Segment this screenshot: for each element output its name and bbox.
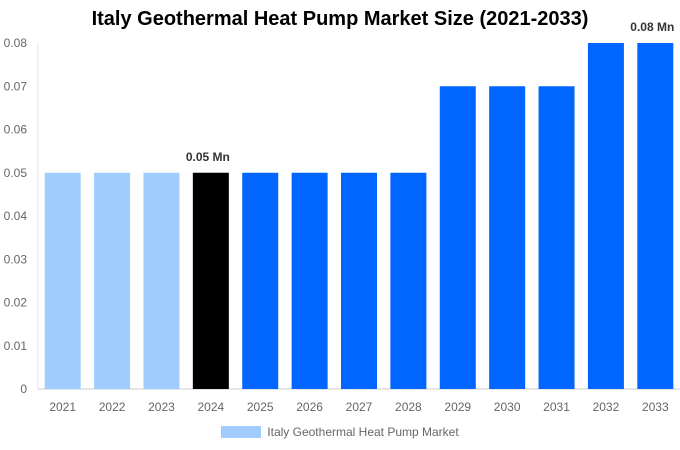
bar-2033 — [637, 43, 674, 389]
y-tick-label: 0.03 — [4, 252, 28, 266]
x-tick-label: 2026 — [296, 400, 323, 414]
bar-2031 — [538, 86, 575, 389]
x-tick-label: 2031 — [543, 400, 570, 414]
data-label: 0.05 Mn — [186, 150, 230, 164]
bar-2029 — [439, 86, 476, 389]
bar-2027 — [341, 172, 377, 389]
x-tick-label: 2033 — [642, 400, 669, 414]
data-label: 0.08 Mn — [630, 20, 674, 34]
y-tick-label: 0.06 — [4, 123, 28, 137]
x-tick-label: 2027 — [346, 400, 373, 414]
legend-swatch — [221, 426, 262, 438]
bar-2023 — [143, 172, 180, 389]
y-tick-label: 0 — [20, 382, 27, 396]
bar-2032 — [587, 43, 624, 389]
chart-title: Italy Geothermal Heat Pump Market Size (… — [91, 8, 589, 30]
y-tick-label: 0.04 — [4, 209, 28, 223]
x-tick-label: 2022 — [99, 400, 126, 414]
x-tick-label: 2029 — [444, 400, 471, 414]
bar-2030 — [489, 86, 526, 389]
x-tick-label: 2025 — [247, 400, 274, 414]
x-tick-label: 2023 — [148, 400, 175, 414]
x-tick-label: 2028 — [395, 400, 422, 414]
bar-2028 — [390, 172, 427, 389]
y-tick-label: 0.07 — [4, 79, 28, 93]
legend-label: Italy Geothermal Heat Pump Market — [267, 425, 459, 439]
x-tick-label: 2021 — [49, 400, 76, 414]
bar-2024 — [192, 172, 229, 389]
bar-2025 — [242, 172, 279, 389]
y-tick-label: 0.02 — [4, 296, 28, 310]
x-tick-label: 2030 — [494, 400, 521, 414]
x-tick-label: 2032 — [593, 400, 620, 414]
x-tick-label: 2024 — [197, 400, 224, 414]
y-tick-label: 0.08 — [4, 36, 28, 50]
y-tick-label: 0.05 — [4, 166, 28, 180]
bar-2022 — [94, 172, 131, 389]
bar-2026 — [291, 172, 328, 389]
legend[interactable]: Italy Geothermal Heat Pump Market — [0, 425, 680, 439]
bar-2021 — [44, 172, 81, 389]
y-tick-label: 0.01 — [4, 339, 28, 353]
